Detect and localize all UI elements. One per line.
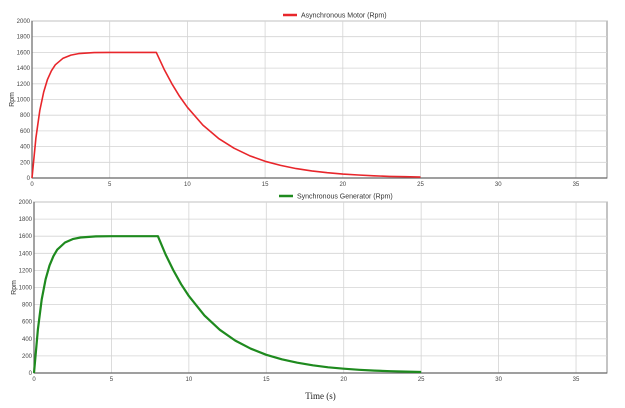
plot-synchronous-generator: 0 5 10 15 20 25 30 35 0 200 400 600 800 1000 1200 1400 1… — [11, 194, 608, 401]
y-tick-label: 200 — [20, 160, 31, 166]
y-tick-label: 800 — [22, 303, 33, 309]
y-tick-label: 1200 — [17, 82, 31, 88]
x-tick-label: 30 — [495, 182, 502, 188]
y-axis-label: Rpm — [11, 280, 18, 295]
series-line — [31, 51, 421, 179]
x-tick-label: 0 — [32, 377, 36, 383]
plot-asynchronous-motor: 0 5 10 15 20 25 30 35 0 200 400 600 800 1000 1200 1400 1… — [9, 13, 608, 188]
y-tick-label: 1200 — [19, 268, 33, 274]
x-tick-label: 35 — [573, 377, 580, 383]
y-tick-label: 600 — [22, 320, 33, 326]
x-tick-label: 20 — [339, 182, 346, 188]
y-tick-label: 1800 — [17, 35, 31, 41]
y-tick-label: 1000 — [17, 98, 31, 104]
x-tick-label: 15 — [262, 182, 269, 188]
x-tick-label: 30 — [495, 377, 502, 383]
x-tick-label: 10 — [184, 182, 191, 188]
y-tick-label: 1000 — [19, 286, 33, 292]
y-tick-label: 1600 — [19, 234, 33, 240]
y-tick-label: 200 — [22, 354, 33, 360]
x-tick-label: 15 — [263, 377, 270, 383]
x-tick-label: 0 — [30, 182, 34, 188]
x-tick-label: 25 — [417, 182, 424, 188]
x-tick-label: 5 — [110, 377, 114, 383]
legend-label: Synchronous Generator (Rpm) — [297, 194, 393, 201]
legend-label: Asynchronous Motor (Rpm) — [301, 13, 387, 20]
y-tick-label: 2000 — [19, 200, 33, 206]
y-tick-label: 400 — [20, 145, 31, 151]
y-tick-label: 0 — [27, 176, 31, 182]
y-axis-label: Rpm — [9, 92, 16, 107]
x-tick-label: 25 — [418, 377, 425, 383]
y-tick-label: 1400 — [17, 66, 31, 72]
y-tick-label: 600 — [20, 129, 31, 135]
x-tick-label: 5 — [108, 182, 112, 188]
y-tick-label: 400 — [22, 337, 33, 343]
y-tick-label: 1800 — [19, 217, 33, 223]
x-tick-label: 20 — [340, 377, 347, 383]
x-axis-label: Time (s) — [305, 391, 335, 401]
x-tick-label: 10 — [186, 377, 193, 383]
y-tick-label: 0 — [29, 371, 33, 377]
y-tick-label: 1600 — [17, 50, 31, 56]
y-tick-label: 800 — [20, 113, 31, 119]
x-tick-label: 35 — [573, 182, 580, 188]
y-tick-label: 2000 — [17, 19, 31, 25]
series-line — [32, 235, 422, 374]
y-tick-label: 1400 — [19, 251, 33, 257]
